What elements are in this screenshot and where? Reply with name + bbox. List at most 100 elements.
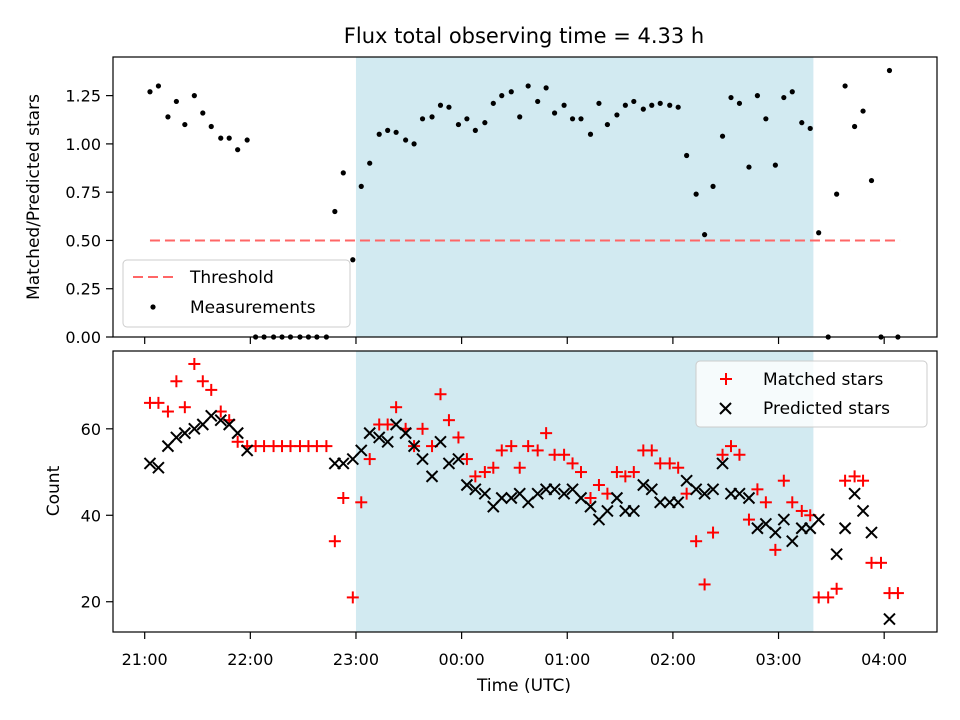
measurement-point [789,89,795,95]
bottom-y-tick-label: 60 [81,420,101,439]
measurement-point [235,147,241,153]
matched-star-point [381,418,394,431]
matched-star-point [558,448,571,461]
predicted-star-point [716,457,729,470]
predicted-star-point [848,487,861,500]
measurement-point [411,141,417,147]
matched-star-point [857,474,870,487]
chart-title: Flux total observing time = 4.33 h [344,24,704,48]
predicted-star-point [786,535,799,548]
matched-star-point [442,414,455,427]
predicted-star-point [637,478,650,492]
matched-star-point [759,496,772,509]
predicted-star-point [531,487,544,500]
measurement-point [419,116,426,122]
bottom-legend-box [695,360,928,428]
matched-star-point [231,435,244,448]
matched-star-point [875,556,888,569]
predicted-star-point [231,426,244,440]
matched-star-point [531,444,544,457]
measurement-point [799,120,805,126]
measurement-point [165,114,171,120]
measurement-point [147,89,153,95]
measurement-point [781,94,787,101]
bottom-y-tick-label: 20 [81,593,101,612]
predicted-star-point [733,487,746,500]
top-legend: Threshold Measurements [122,259,351,328]
measurement-point [596,100,602,106]
matched-star-point [522,440,535,453]
predicted-star-point [460,478,474,492]
matched-star-point [205,383,218,396]
predicted-star-point [505,491,518,505]
matched-stars-points [143,357,904,604]
measurements-points [147,67,901,340]
measurement-point [622,102,628,108]
measurement-point [746,164,752,170]
predicted-star-point [838,522,852,535]
predicted-star-point [883,612,896,626]
legend-threshold-label: Threshold [189,268,274,288]
predicted-star-point [812,513,825,526]
measurement-point [728,94,734,101]
matched-star-point [733,448,746,461]
predicted-star-point [214,413,227,427]
matched-star-point [178,401,191,414]
x-tick-label: 01:00 [544,650,590,669]
measurement-point [631,98,637,105]
measurement-point [446,104,452,110]
measurement-point [367,160,373,166]
matched-star-point [328,535,341,548]
predicted-star-point [407,439,421,453]
measurement-point [886,67,893,74]
legend-predicted-label: Predicted stars [763,399,890,419]
measurement-point [693,191,699,197]
measurement-point [535,98,541,105]
measurement-point [842,83,848,89]
predicted-star-point [143,457,157,470]
predicted-star-point [205,409,218,423]
bottom-y-tick-label: 40 [81,506,101,525]
legend-measurements-swatch [150,304,156,310]
top-y-ticks: 0.00 0.25 0.50 0.75 1.00 1.25 [65,87,113,347]
matched-star-point [487,461,500,474]
measurement-point [393,129,399,135]
matched-star-point [716,448,729,461]
top-panel: 0.00 0.25 0.50 0.75 1.00 1.25 Matched/Predict… [24,56,938,347]
measurement-point [614,112,620,118]
legend-matched-swatch [720,373,732,385]
matched-star-point [839,474,852,487]
predicted-star-point [689,483,703,496]
measurement-point [376,131,382,137]
measurement-point [340,170,346,176]
measurement-point [640,106,646,112]
matched-star-point [645,444,658,457]
predicted-star-point [434,435,447,448]
top-plot-frame [112,56,938,338]
bottom-y-axis-label: Count [44,465,64,516]
matched-star-point [161,405,174,418]
measurement-point [561,102,567,108]
measurement-point [499,93,505,99]
top-y-tick-label: 1.00 [65,135,101,154]
measurement-point [385,127,391,133]
measurement-point [464,116,470,122]
matched-star-point [690,535,703,548]
matched-star-point [891,587,904,600]
x-tick-label: 03:00 [755,650,801,669]
predicted-star-point [170,431,183,444]
matched-star-point [751,483,764,496]
matched-star-point [742,513,755,526]
measurement-point [684,152,690,159]
x-tick-label: 02:00 [650,650,696,669]
matched-star-point [188,357,201,370]
measurement-point [508,89,514,95]
matched-star-point [663,457,676,470]
predicted-star-point [469,483,482,496]
matched-star-point [355,496,368,509]
predicted-star-point [706,483,720,496]
matched-star-point [566,457,579,470]
predicted-star-point [856,504,870,518]
predicted-star-point [610,491,624,505]
